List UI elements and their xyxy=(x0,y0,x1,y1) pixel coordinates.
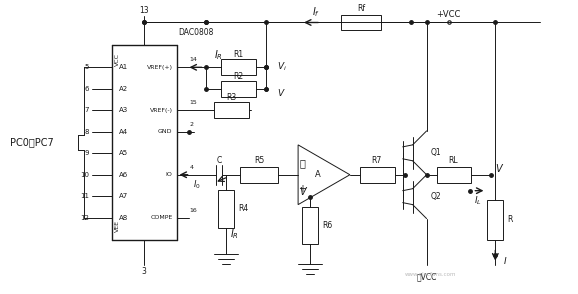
Text: COMPE: COMPE xyxy=(150,215,173,220)
Bar xyxy=(341,14,381,31)
Text: R3: R3 xyxy=(226,93,236,102)
Text: IO: IO xyxy=(166,172,173,177)
Text: RL: RL xyxy=(449,156,458,165)
Text: 9: 9 xyxy=(84,150,89,156)
Text: Rf: Rf xyxy=(357,4,365,13)
Text: 11: 11 xyxy=(80,193,89,199)
Text: VEE: VEE xyxy=(115,220,120,232)
Text: $I_0$: $I_0$ xyxy=(192,178,201,191)
Text: Q2: Q2 xyxy=(431,192,441,201)
Text: Q1: Q1 xyxy=(431,148,441,157)
Text: R4: R4 xyxy=(238,204,249,213)
Text: +VCC: +VCC xyxy=(436,10,461,19)
Text: 3: 3 xyxy=(142,267,147,276)
Text: 6: 6 xyxy=(84,86,89,92)
Bar xyxy=(360,167,395,183)
Bar xyxy=(214,102,249,118)
Text: A5: A5 xyxy=(119,150,128,156)
Bar xyxy=(436,167,472,183)
Text: $I_R$: $I_R$ xyxy=(230,228,239,241)
Text: A8: A8 xyxy=(119,215,128,221)
Text: 4: 4 xyxy=(190,165,194,170)
Text: 12: 12 xyxy=(80,215,89,221)
Text: V: V xyxy=(277,89,283,98)
Text: 13: 13 xyxy=(139,6,149,15)
Text: R5: R5 xyxy=(254,156,264,165)
Text: 2: 2 xyxy=(190,122,194,127)
Text: +: + xyxy=(298,184,306,194)
Text: 5: 5 xyxy=(84,64,89,70)
Text: 15: 15 xyxy=(190,100,197,105)
Text: 7: 7 xyxy=(84,107,89,113)
Text: －VCC: －VCC xyxy=(416,272,437,281)
Text: A: A xyxy=(315,170,321,179)
Text: A1: A1 xyxy=(119,64,128,70)
Text: 14: 14 xyxy=(190,57,198,62)
Text: $V_i$: $V_i$ xyxy=(277,60,287,73)
Bar xyxy=(487,200,503,240)
Text: VREF(-): VREF(-) xyxy=(150,108,173,113)
Text: 10: 10 xyxy=(80,172,89,178)
Text: $I_R$: $I_R$ xyxy=(214,49,223,62)
Text: VCC: VCC xyxy=(115,53,120,66)
Text: www.elecfans.com: www.elecfans.com xyxy=(405,273,456,278)
Text: V: V xyxy=(495,164,502,174)
Text: R7: R7 xyxy=(372,156,382,165)
Text: GND: GND xyxy=(158,129,173,134)
Text: I: I xyxy=(503,257,506,266)
Text: R: R xyxy=(507,215,513,224)
Text: A3: A3 xyxy=(119,107,128,113)
Text: R2: R2 xyxy=(234,72,243,81)
Text: A6: A6 xyxy=(119,172,128,178)
Text: 8: 8 xyxy=(84,129,89,135)
Text: R6: R6 xyxy=(322,221,332,230)
Text: A2: A2 xyxy=(119,86,128,92)
Text: －: － xyxy=(299,158,305,168)
Text: $I_L$: $I_L$ xyxy=(475,194,482,207)
Text: A4: A4 xyxy=(119,129,128,135)
Text: VREF(+): VREF(+) xyxy=(147,65,173,70)
Text: R1: R1 xyxy=(234,50,243,59)
Text: DAC0808: DAC0808 xyxy=(179,29,214,37)
Bar xyxy=(240,167,278,183)
Text: C: C xyxy=(217,156,222,165)
Text: 16: 16 xyxy=(190,208,197,213)
Text: V: V xyxy=(299,187,305,197)
Bar xyxy=(221,81,256,97)
Bar xyxy=(218,190,234,228)
Text: PC0－PC7: PC0－PC7 xyxy=(10,138,54,148)
Text: A7: A7 xyxy=(119,193,128,199)
Bar xyxy=(302,207,318,245)
Bar xyxy=(221,59,256,75)
Text: $I_f$: $I_f$ xyxy=(312,6,320,19)
